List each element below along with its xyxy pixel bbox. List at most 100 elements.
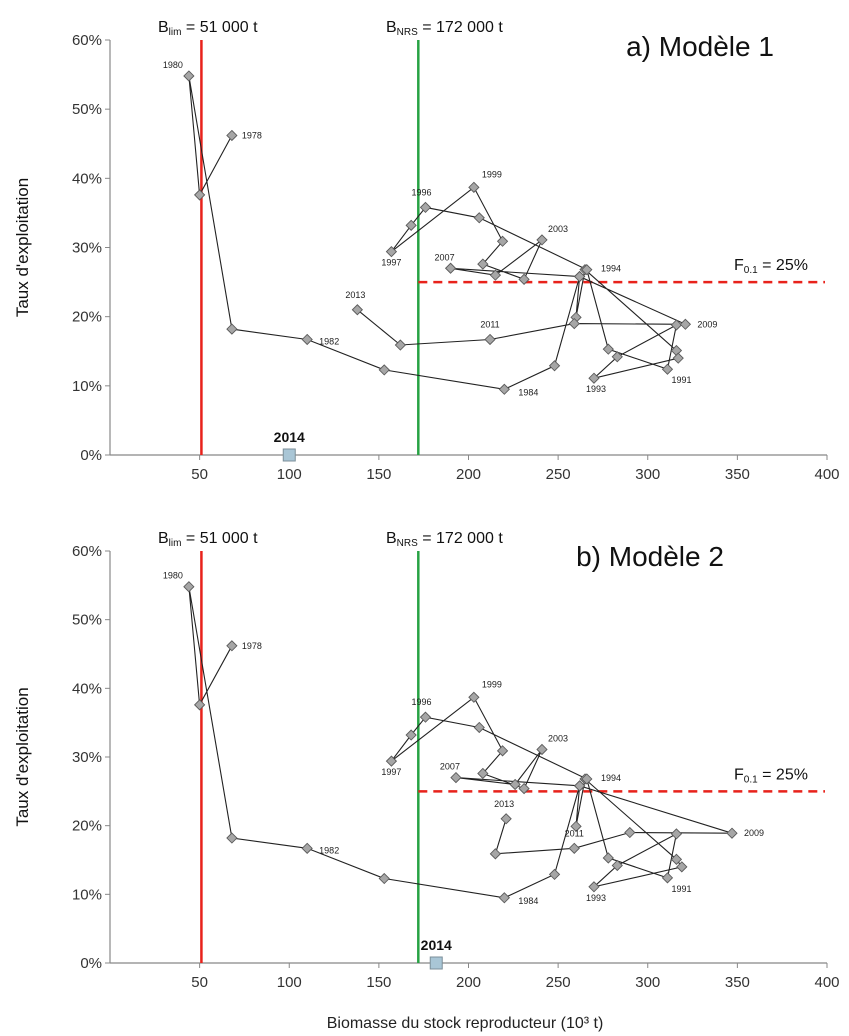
data-point [624,826,636,839]
data-point [518,782,530,795]
panel-a: 0% 10% 20% 30% 40% 50% 60% 50 100 150 200 250 300 350… [13,19,840,483]
data-point [489,848,502,860]
data-point [509,778,521,791]
f01-label: F0.1 = 25% [734,257,808,276]
bnrs-label: BNRS = 172 000 t [386,19,503,38]
data-point [489,269,502,281]
data-point [581,263,593,276]
year-label: 2011 [480,319,499,329]
x-tick-label: 50 [191,974,208,991]
data-point [477,258,489,270]
y-tick-label: 50% [72,612,102,629]
blim-label: Blim = 51 000 t [158,19,258,38]
data-point [670,319,683,331]
data-point [496,235,509,247]
x-tick-label: 150 [366,466,391,483]
data-point [226,323,238,335]
y-tick-label: 40% [72,170,102,187]
data-point [548,868,561,881]
data-point [536,743,548,756]
label-2014: 2014 [274,429,305,445]
bnrs-label: BNRS = 172 000 t [386,530,503,549]
data-point [226,832,238,844]
year-label: 1982 [319,336,339,346]
x-tick-label: 300 [635,466,660,483]
year-label: 1997 [381,767,401,777]
x-tick-label: 400 [814,466,839,483]
x-tick-label: 350 [725,974,750,991]
y-tick-label: 60% [72,32,102,49]
data-point [226,129,238,142]
data-point [602,343,614,355]
year-label: 2007 [440,762,460,772]
data-point [473,721,485,734]
year-label: 2009 [697,319,717,329]
x-tick-label: 50 [191,466,208,483]
y-axis-label: Taux d'exploitation [13,687,32,826]
data-point [394,339,407,351]
year-label: 1980 [163,571,183,581]
year-label: 2007 [435,252,455,262]
data-point [573,780,586,792]
data-point [226,640,238,652]
year-label: 1982 [319,845,339,855]
data-point [573,270,586,283]
data-point [602,852,614,864]
data-point [405,219,417,232]
data-point [518,273,530,285]
x-tick-label: 250 [546,974,571,991]
data-point [500,813,512,825]
point-2014 [282,448,296,462]
year-label: 1980 [163,60,183,70]
data-point [450,771,462,784]
y-tick-label: 30% [72,749,102,766]
year-label: 1978 [242,641,262,651]
data-point [183,70,195,82]
data-point [498,892,510,904]
data-point [536,234,548,246]
data-point [419,711,432,723]
data-point [661,363,674,375]
y-tick-label: 10% [72,378,102,395]
y-tick-label: 0% [80,955,102,972]
year-label: 1994 [601,264,621,274]
data-point [477,767,489,780]
data-point [473,212,485,224]
year-label: 1993 [586,384,606,394]
data-point [548,360,561,372]
data-point [405,729,417,741]
data-point [498,383,510,395]
data-point [484,333,496,346]
data-point [351,304,364,316]
data-point [581,773,593,785]
data-point [568,317,580,330]
data-point [726,827,738,839]
data-point [611,859,623,872]
x-tick-label: 350 [725,466,750,483]
series-line [188,586,733,899]
year-label: 1984 [518,896,538,906]
x-tick-label: 250 [546,466,571,483]
chart-title: a) Modèle 1 [626,31,774,62]
x-tick-label: 400 [814,974,839,991]
data-point [670,853,683,865]
y-tick-label: 60% [72,543,102,560]
year-label: 2009 [744,828,764,838]
data-point [468,181,480,193]
data-point [193,699,206,711]
year-label: 2011 [565,828,584,838]
y-axis-label: Taux d'exploitation [13,178,32,317]
f01-label: F0.1 = 25% [734,766,808,785]
data-point [568,842,580,854]
y-tick-label: 40% [72,680,102,697]
year-label: 1996 [411,187,431,197]
blim-label: Blim = 51 000 t [158,530,258,549]
year-label: 2013 [494,799,514,809]
year-label: 1991 [671,375,691,385]
year-label: 2013 [345,290,365,300]
year-label: 2003 [548,224,568,234]
data-point [385,755,398,767]
year-label: 1999 [482,679,502,689]
data-point [588,881,600,893]
